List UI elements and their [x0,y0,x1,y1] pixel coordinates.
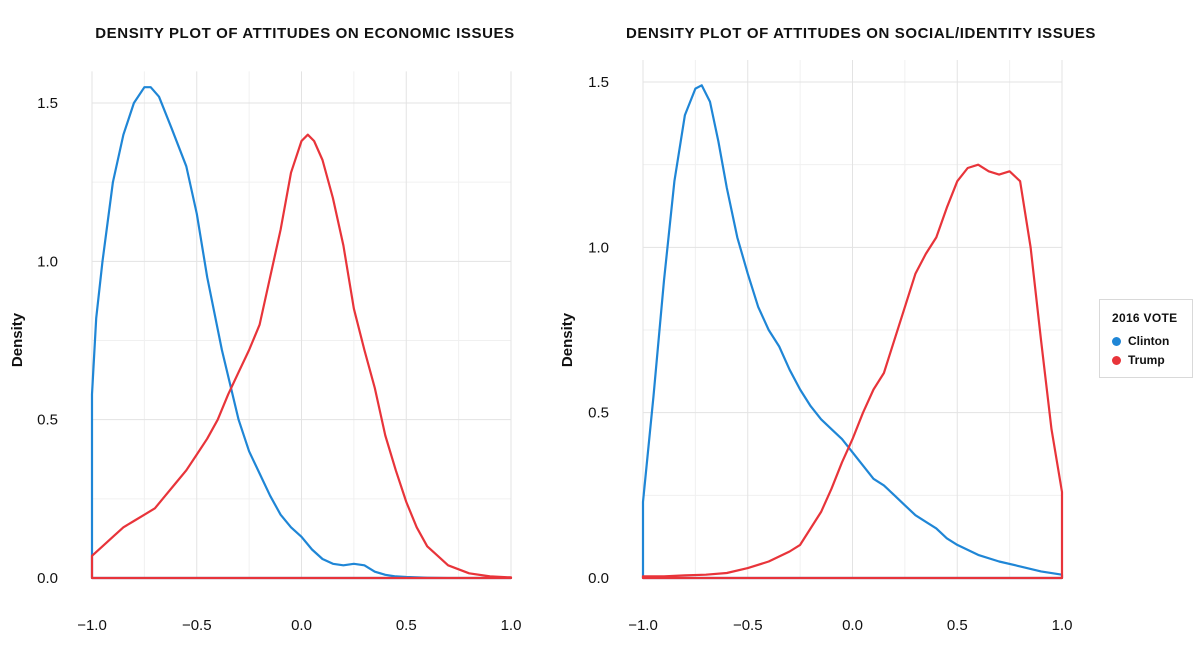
x-tick-label: 0.0 [842,617,863,634]
series-line-trump [90,133,513,580]
legend-swatch-trump [1112,355,1121,365]
legend-title: 2016 VOTE [1112,311,1178,325]
y-tick-label: 0.0 [37,570,58,587]
y-axis-label: Density [9,312,26,367]
y-tick-label: 0.5 [37,412,58,429]
x-tick-label: 1.0 [1052,617,1073,634]
chart-panel-2: DENSITY PLOT OF ATTITUDES ON SOCIAL/IDEN… [559,25,1096,634]
y-tick-label: 1.5 [37,95,58,112]
legend-label-trump: Trump [1128,353,1165,367]
y-tick-label: 0.5 [588,405,609,422]
chart-title: DENSITY PLOT OF ATTITUDES ON SOCIAL/IDEN… [626,25,1096,42]
chart-title: DENSITY PLOT OF ATTITUDES ON ECONOMIC IS… [95,25,514,42]
legend-swatch-clinton [1112,336,1121,346]
x-tick-label: −0.5 [733,617,763,634]
y-axis-label: Density [559,312,576,367]
x-tick-label: 0.5 [396,617,417,634]
y-tick-label: 1.0 [588,239,609,256]
legend-label-clinton: Clinton [1128,334,1170,348]
x-tick-label: −1.0 [628,617,658,634]
x-tick-label: −1.0 [77,617,107,634]
x-tick-label: 0.5 [947,617,968,634]
x-tick-label: 0.0 [291,617,312,634]
x-tick-label: 1.0 [501,617,522,634]
series-line-clinton [641,84,1064,580]
chart-panel-1: DENSITY PLOT OF ATTITUDES ON ECONOMIC IS… [9,25,521,634]
y-tick-label: 1.5 [588,74,609,91]
legend: 2016 VOTE Clinton Trump [1099,299,1193,378]
series-line-trump [641,163,1064,580]
y-tick-label: 0.0 [588,570,609,587]
legend-item-trump: Trump [1112,353,1192,367]
y-tick-label: 1.0 [37,253,58,270]
legend-item-clinton: Clinton [1112,334,1192,348]
x-tick-label: −0.5 [182,617,212,634]
